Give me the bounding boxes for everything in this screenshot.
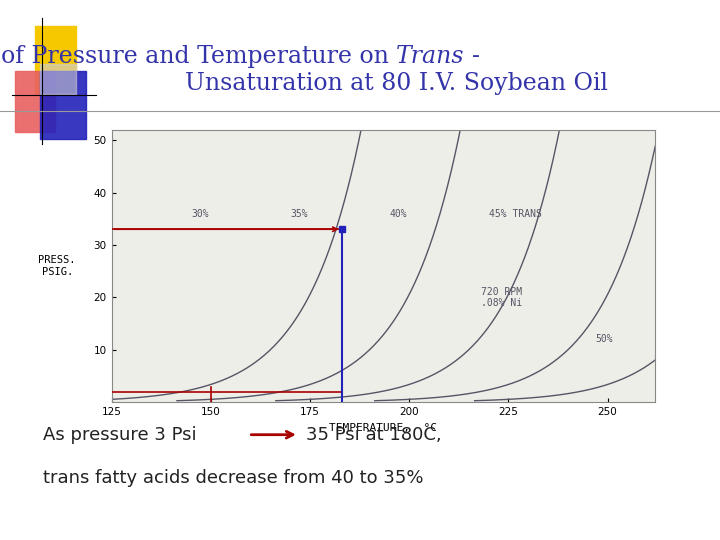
Bar: [40, 71, 86, 139]
Text: 720 RPM
.08% Ni: 720 RPM .08% Ni: [481, 287, 522, 308]
Bar: [15, 71, 55, 132]
Bar: [35, 26, 76, 94]
X-axis label: TEMPERATURE,  °C: TEMPERATURE, °C: [329, 423, 438, 433]
Text: 45% TRANS: 45% TRANS: [489, 208, 541, 219]
Text: -: -: [472, 45, 480, 68]
Text: 35 Psi at 180C,: 35 Psi at 180C,: [306, 426, 441, 444]
Text: As pressure 3 Psi: As pressure 3 Psi: [43, 426, 197, 444]
Bar: [40, 64, 76, 94]
Text: Unsaturation at 80 I.V. Soybean Oil: Unsaturation at 80 I.V. Soybean Oil: [184, 72, 608, 95]
Text: Effects of Pressure and Temperature on: Effects of Pressure and Temperature on: [0, 45, 396, 68]
Text: Trans: Trans: [396, 45, 464, 68]
Text: 50%: 50%: [595, 334, 613, 345]
Text: 30%: 30%: [191, 208, 209, 219]
Y-axis label: PRESS.
PSIG.: PRESS. PSIG.: [38, 255, 76, 277]
Text: trans fatty acids decrease from 40 to 35%: trans fatty acids decrease from 40 to 35…: [43, 469, 423, 487]
Text: 35%: 35%: [290, 208, 307, 219]
Text: 40%: 40%: [390, 208, 407, 219]
